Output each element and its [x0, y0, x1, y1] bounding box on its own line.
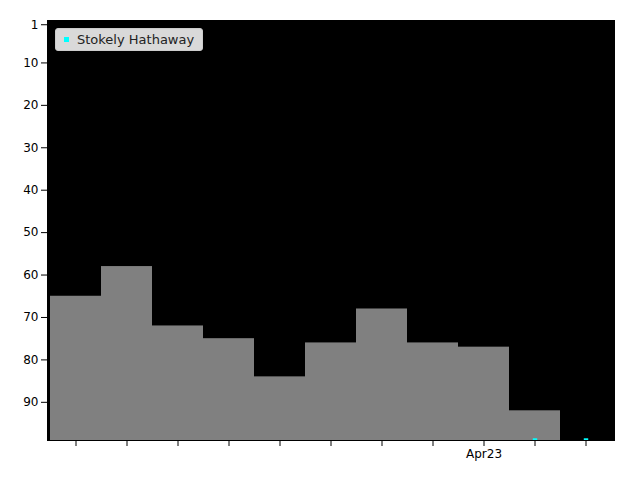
svg-text:Apr23: Apr23	[466, 447, 502, 461]
svg-text:40: 40	[23, 183, 38, 197]
svg-text:1: 1	[31, 18, 39, 32]
svg-text:20: 20	[23, 98, 38, 112]
svg-text:80: 80	[23, 353, 38, 367]
svg-text:50: 50	[23, 225, 38, 239]
svg-text:10: 10	[23, 56, 38, 70]
svg-text:60: 60	[23, 268, 38, 282]
svg-text:90: 90	[23, 395, 38, 409]
svg-text:70: 70	[23, 310, 38, 324]
html-text:Stokely Hathaway: Stokely Hathaway	[77, 32, 195, 47]
svg-text:30: 30	[23, 141, 38, 155]
